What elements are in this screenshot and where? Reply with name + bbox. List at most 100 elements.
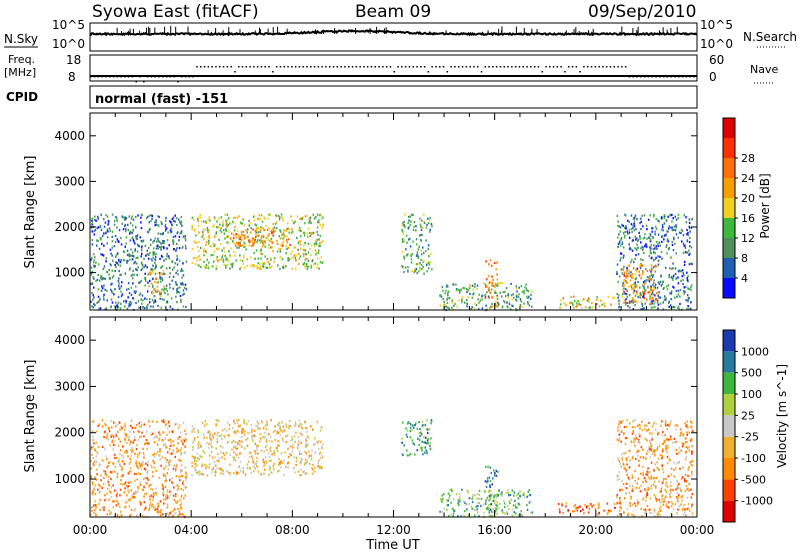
- echo-cell: [650, 511, 653, 514]
- freq-point: [192, 76, 194, 78]
- echo-cell: [226, 258, 228, 261]
- echo-cell: [231, 264, 234, 267]
- echo-cell: [424, 424, 426, 427]
- echo-cell: [598, 305, 601, 308]
- echo-cell: [669, 489, 672, 492]
- echo-cell: [490, 494, 492, 497]
- echo-cell: [185, 477, 188, 480]
- echo-cell: [628, 294, 631, 297]
- velocity-ylabel: Slant Range [km]: [23, 360, 38, 473]
- freq-point: [621, 66, 623, 68]
- echo-cell: [684, 251, 687, 254]
- echo-cell: [286, 235, 288, 238]
- echo-cell: [502, 291, 505, 294]
- echo-cell: [686, 294, 689, 297]
- echo-cell: [318, 459, 320, 462]
- echo-cell: [638, 274, 641, 277]
- echo-cell: [95, 455, 97, 458]
- echo-cell: [180, 232, 183, 235]
- echo-cell: [194, 228, 196, 231]
- echo-cell: [677, 425, 679, 428]
- echo-cell: [235, 471, 238, 474]
- echo-cell: [474, 285, 476, 288]
- colorbar-segment: [723, 458, 735, 480]
- echo-cell: [680, 503, 683, 506]
- echo-cell: [577, 506, 580, 509]
- echo-cell: [626, 513, 629, 516]
- echo-cell: [307, 443, 309, 446]
- echo-cell: [644, 424, 646, 427]
- echo-cell: [155, 508, 157, 511]
- echo-cell: [234, 430, 236, 433]
- echo-cell: [627, 305, 629, 308]
- echo-cell: [308, 218, 311, 221]
- echo-cell: [675, 289, 678, 292]
- echo-cell: [166, 503, 169, 506]
- echo-cell: [626, 419, 628, 422]
- echo-cell: [119, 273, 121, 277]
- echo-cell: [265, 439, 268, 442]
- echo-cell: [641, 308, 644, 311]
- echo-cell: [650, 449, 653, 452]
- echo-cell: [642, 481, 644, 484]
- echo-cell: [631, 300, 633, 303]
- echo-cell: [477, 298, 479, 301]
- echo-cell: [158, 431, 160, 434]
- echo-cell: [254, 230, 257, 233]
- freq-point: [268, 66, 270, 68]
- echo-cell: [103, 232, 105, 235]
- echo-cell: [256, 456, 258, 459]
- echo-cell: [225, 221, 227, 224]
- echo-cell: [93, 420, 95, 423]
- echo-cell: [179, 479, 181, 482]
- echo-cell: [202, 421, 204, 424]
- echo-cell: [276, 432, 278, 435]
- echo-cell: [685, 455, 688, 458]
- echo-cell: [450, 501, 452, 504]
- echo-cell: [645, 245, 648, 248]
- freq-point: [416, 66, 418, 68]
- echo-cell: [405, 427, 407, 430]
- echo-cell: [525, 283, 527, 286]
- echo-cell: [430, 420, 433, 423]
- echo-cell: [251, 428, 253, 431]
- echo-cell: [484, 295, 487, 298]
- echo-cell: [625, 426, 628, 429]
- echo-cell: [486, 278, 488, 281]
- echo-cell: [639, 263, 641, 266]
- echo-cell: [665, 484, 667, 487]
- echo-cell: [228, 434, 231, 437]
- echo-cell: [319, 451, 322, 454]
- echo-cell: [412, 442, 414, 445]
- echo-cell: [164, 229, 167, 232]
- echo-cell: [182, 480, 185, 483]
- echo-cell: [644, 288, 646, 291]
- echo-cell: [302, 263, 304, 266]
- echo-cell: [256, 241, 258, 244]
- echo-cell: [179, 232, 181, 235]
- echo-cell: [208, 239, 210, 242]
- freq-point: [200, 66, 202, 68]
- echo-cell: [670, 292, 673, 295]
- echo-cell: [158, 454, 161, 457]
- echo-cell: [410, 261, 413, 264]
- echo-cell: [91, 256, 93, 260]
- echo-cell: [140, 221, 142, 224]
- echo-cell: [490, 305, 492, 309]
- echo-cell: [232, 420, 235, 423]
- echo-cell: [632, 485, 634, 488]
- echo-cell: [223, 454, 226, 457]
- echo-cell: [105, 231, 108, 234]
- freq-point: [340, 66, 342, 68]
- echo-cell: [159, 276, 161, 279]
- echo-cell: [476, 511, 479, 514]
- echo-cell: [220, 230, 223, 234]
- echo-cell: [451, 301, 453, 304]
- echo-cell: [138, 461, 140, 464]
- echo-cell: [472, 495, 474, 498]
- echo-cell: [447, 504, 450, 507]
- echo-cell: [118, 285, 120, 288]
- echo-cell: [652, 215, 655, 218]
- echo-cell: [176, 257, 179, 260]
